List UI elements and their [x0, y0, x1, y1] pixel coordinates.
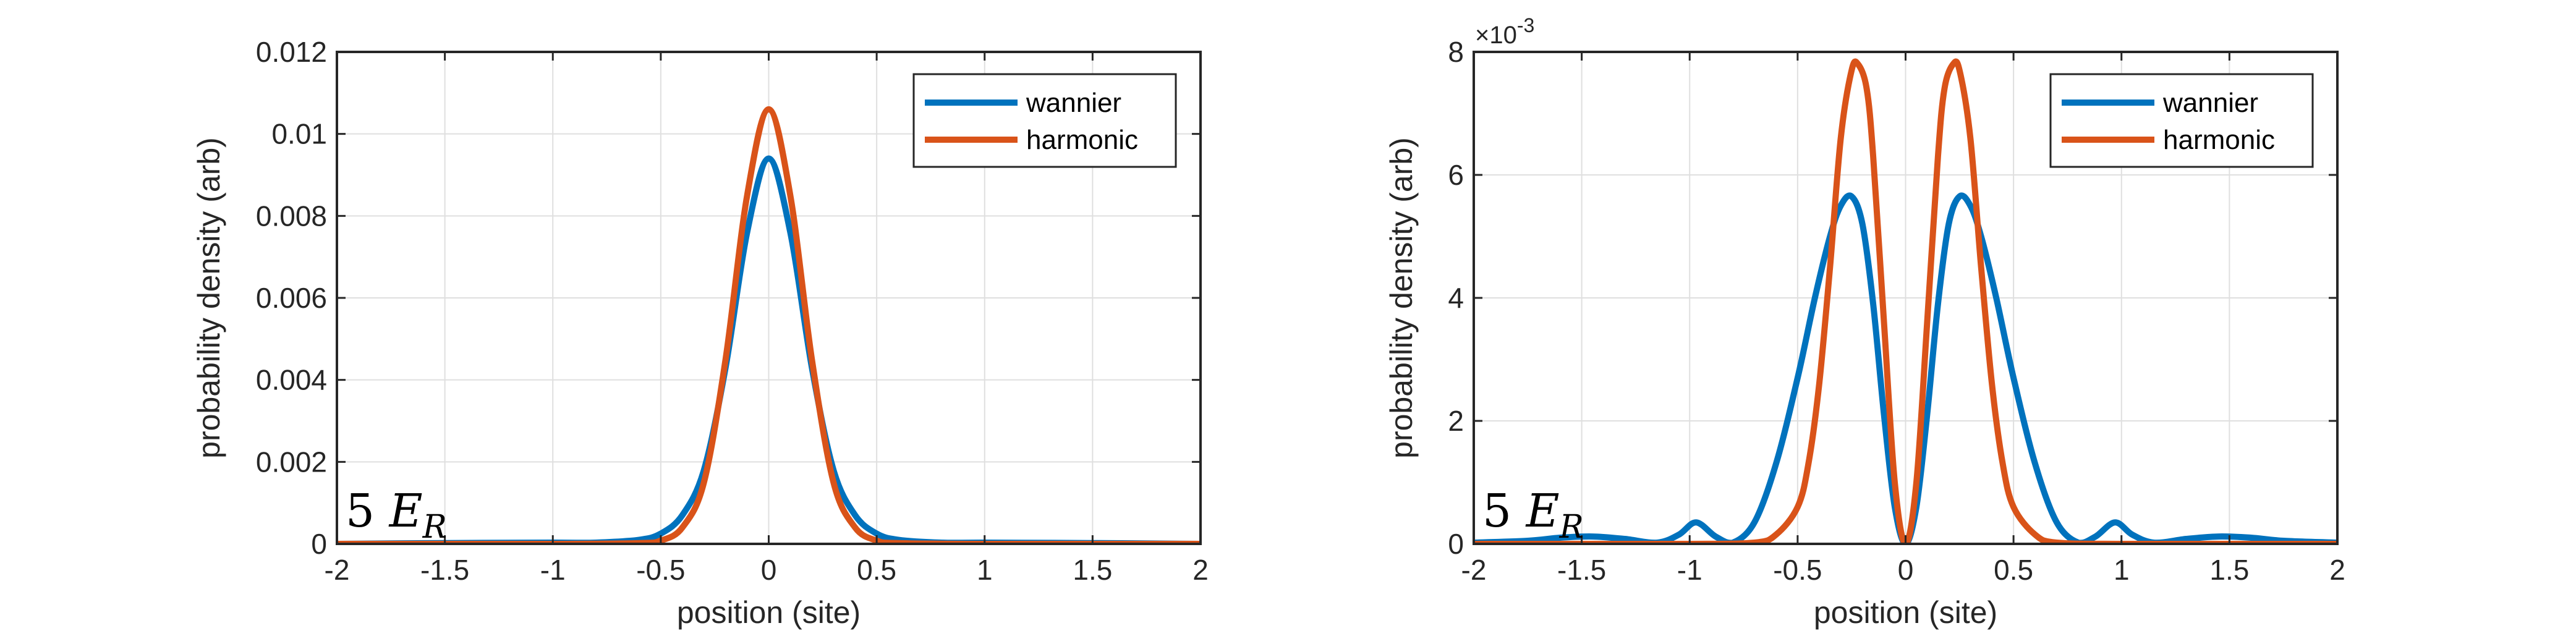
legend-label-wannier: wannier	[2162, 88, 2258, 118]
annotation-subscript: R	[422, 509, 447, 546]
x-tick-label: -1	[540, 554, 566, 586]
legend-label-harmonic: harmonic	[2163, 125, 2275, 155]
x-tick-label: 1	[977, 554, 993, 586]
annotation-variable: E	[1525, 485, 1560, 538]
chart-panel-2: -2 -1.5 -1 -0.5 0 0.5 1 1.5 2 0 2 4 6 8 ×10-3 position …	[1384, 14, 2345, 630]
y-exponent-label: ×10-3	[1475, 14, 1534, 49]
x-tick-label: 0	[761, 554, 777, 586]
legend-label-wannier: wannier	[1026, 88, 1121, 118]
y-tick-label: 0	[1448, 528, 1464, 560]
y-tick-label: 2	[1448, 405, 1464, 437]
x-tick-label: 1	[2114, 554, 2130, 586]
x-tick-label: 0.5	[857, 554, 896, 586]
legend-label-harmonic: harmonic	[1026, 125, 1138, 155]
x-tick-label: -2	[1461, 554, 1487, 586]
x-tick-label: 2	[2329, 554, 2345, 586]
x-tick-label: 1.5	[2209, 554, 2249, 586]
annotation-number: 5	[346, 485, 389, 538]
x-tick-label: -0.5	[1773, 554, 1822, 586]
annotation-variable: E	[388, 485, 423, 538]
y-tick-label: 0	[311, 528, 327, 560]
x-axis-label: position (site)	[1814, 595, 1997, 630]
y-tick-label: 8	[1448, 36, 1464, 68]
x-tick-label: 1.5	[1073, 554, 1112, 586]
y-axis-label: probability density (arb)	[1384, 137, 1419, 459]
x-tick-label: 0.5	[1994, 554, 2033, 586]
legend: wannier harmonic	[2051, 74, 2313, 167]
y-axis-label: probability density (arb)	[192, 137, 226, 459]
x-tick-label: -1.5	[420, 554, 469, 586]
y-exponent-base: ×10	[1475, 22, 1517, 49]
annotation-number: 5	[1482, 485, 1526, 538]
y-tick-label: 0.002	[256, 446, 327, 478]
x-tick-label: -0.5	[636, 554, 685, 586]
y-tick-label: 0.004	[256, 364, 327, 396]
legend: wannier harmonic	[914, 74, 1176, 167]
y-tick-label: 0.008	[256, 200, 327, 232]
annotation-subscript: R	[1559, 509, 1584, 546]
x-tick-label: -1	[1677, 554, 1702, 586]
y-tick-label: 0.01	[271, 118, 327, 150]
x-tick-label: 2	[1192, 554, 1209, 586]
chart-panel-1: -2 -1.5 -1 -0.5 0 0.5 1 1.5 2 0 0.002 0.004 0.006 0.0…	[192, 36, 1209, 630]
y-tick-label: 0.006	[256, 282, 327, 314]
x-tick-label: -1.5	[1557, 554, 1606, 586]
y-tick-label: 4	[1448, 282, 1464, 314]
y-tick-label: 0.012	[256, 36, 327, 68]
x-axis-label: position (site)	[677, 595, 861, 630]
x-tick-label: 0	[1898, 554, 1914, 586]
y-tick-label: 6	[1448, 159, 1464, 191]
x-tick-label: -2	[325, 554, 350, 586]
y-exponent-power: -3	[1517, 14, 1534, 36]
